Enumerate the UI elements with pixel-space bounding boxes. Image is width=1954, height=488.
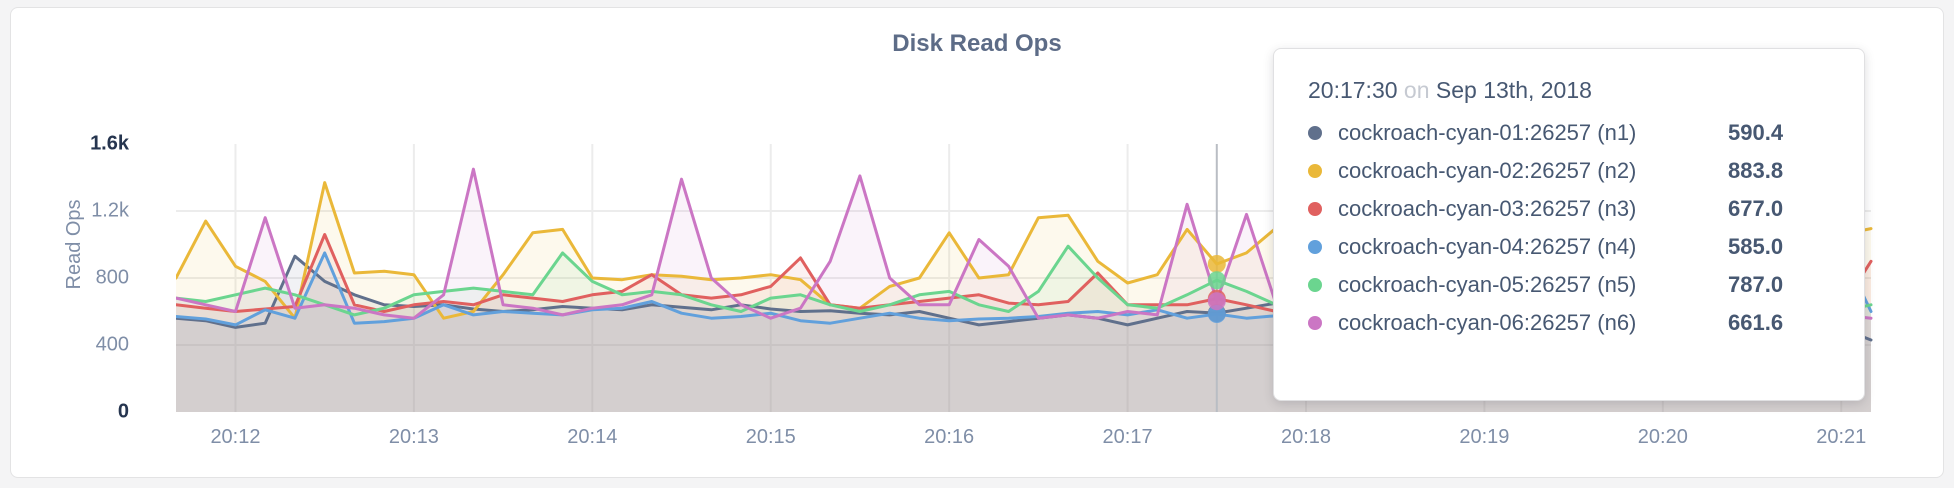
y-tick-label: 400: [95, 333, 129, 356]
x-tick-label: 20:21: [1816, 426, 1867, 448]
x-tick-label: 20:13: [388, 426, 439, 448]
tooltip-date: Sep 13th, 2018: [1435, 77, 1592, 103]
series-value: 661.6: [1728, 310, 1784, 335]
x-tick-label: 20:20: [1637, 426, 1688, 448]
tooltip-row: cockroach-cyan-06:26257 (n6) 661.6: [1308, 304, 1830, 342]
tooltip-time: 20:17:30: [1308, 77, 1398, 103]
tooltip-row: cockroach-cyan-05:26257 (n5) 787.0: [1308, 266, 1830, 304]
tooltip-connector: on: [1403, 77, 1430, 103]
x-tick-label: 20:19: [1459, 426, 1510, 448]
series-color-dot: [1308, 202, 1322, 216]
series-name: cockroach-cyan-05:26257 (n5): [1338, 272, 1637, 297]
series-color-dot: [1308, 126, 1322, 140]
x-tick-label: 20:18: [1280, 426, 1332, 448]
x-tick-label: 20:14: [567, 426, 618, 448]
series-color-dot: [1308, 164, 1322, 178]
series-value: 787.0: [1728, 272, 1784, 297]
series-name: cockroach-cyan-01:26257 (n1): [1338, 120, 1637, 145]
y-tick-label: 0: [117, 400, 129, 423]
tooltip-row: cockroach-cyan-01:26257 (n1) 590.4: [1308, 114, 1830, 152]
x-tick-label: 20:17: [1102, 426, 1153, 448]
x-tick-label: 20:12: [210, 426, 261, 448]
hover-dot: [1207, 292, 1226, 311]
x-tick-label: 20:16: [924, 426, 975, 448]
hover-dot: [1207, 254, 1226, 273]
x-tick-label: 20:15: [745, 426, 796, 448]
y-tick-label: 1.2k: [91, 199, 129, 222]
series-value: 585.0: [1728, 234, 1784, 259]
series-name: cockroach-cyan-04:26257 (n4): [1338, 234, 1637, 259]
series-color-dot: [1308, 316, 1322, 330]
series-name: cockroach-cyan-03:26257 (n3): [1338, 196, 1637, 221]
chart-title: Disk Read Ops: [892, 30, 1062, 57]
tooltip-row: cockroach-cyan-04:26257 (n4) 585.0: [1308, 228, 1830, 266]
series-value: 590.4: [1728, 120, 1784, 145]
series-name: cockroach-cyan-06:26257 (n6): [1338, 310, 1637, 335]
tooltip-row: cockroach-cyan-02:26257 (n2) 883.8: [1308, 152, 1830, 190]
tooltip-header: 20:17:30 on Sep 13th, 2018: [1308, 77, 1830, 104]
y-tick-label: 800: [95, 266, 129, 289]
tooltip-row: cockroach-cyan-03:26257 (n3) 677.0: [1308, 190, 1830, 228]
hover-dot: [1207, 271, 1226, 290]
series-color-dot: [1308, 278, 1322, 292]
series-color-dot: [1308, 240, 1322, 254]
y-tick-label: 1.6k: [90, 132, 129, 155]
hover-tooltip: 20:17:30 on Sep 13th, 2018 cockroach-cya…: [1273, 48, 1865, 401]
series-value: 677.0: [1728, 196, 1784, 221]
series-value: 883.8: [1728, 158, 1784, 183]
tooltip-rows: cockroach-cyan-01:26257 (n1) 590.4 cockroa…: [1308, 114, 1830, 342]
series-name: cockroach-cyan-02:26257 (n2): [1338, 158, 1637, 183]
hover-dot: [1207, 305, 1226, 324]
chart-card: Disk Read Ops Read Ops 0 400 800 1.2k 1.6k 2…: [10, 7, 1944, 478]
